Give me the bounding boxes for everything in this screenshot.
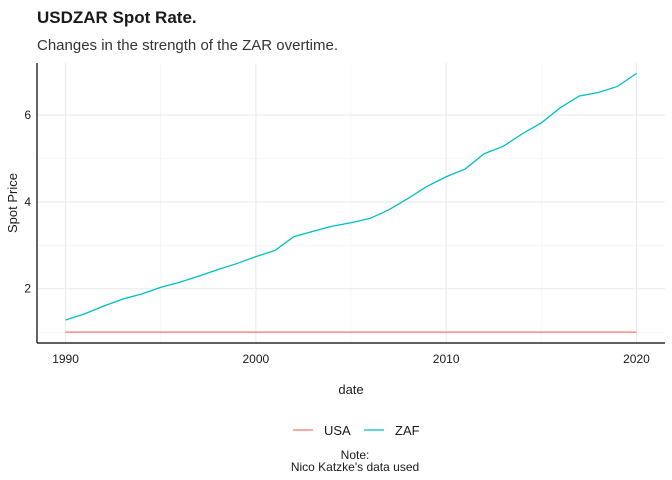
x-tick-label: 1990	[52, 352, 79, 366]
caption-source: Nico Katzke's data used	[290, 460, 420, 474]
x-tick-label: 2020	[623, 352, 650, 366]
x-axis-title: date	[338, 382, 363, 397]
chart-title: USDZAR Spot Rate.	[37, 8, 197, 27]
y-tick-label: 6	[24, 108, 31, 122]
y-axis-title: Spot Price	[5, 173, 20, 233]
y-tick-label: 4	[24, 195, 31, 209]
legend-label-usa: USA	[324, 423, 351, 438]
series-line-zaf	[65, 72, 637, 321]
x-tick-label: 2010	[433, 352, 460, 366]
chart-subtitle: Changes in the strength of the ZAR overt…	[37, 37, 338, 54]
legend-label-zaf: ZAF	[395, 423, 420, 438]
x-tick-label: 2000	[242, 352, 269, 366]
caption-note: Note:	[340, 448, 370, 462]
y-tick-label: 2	[24, 282, 31, 296]
